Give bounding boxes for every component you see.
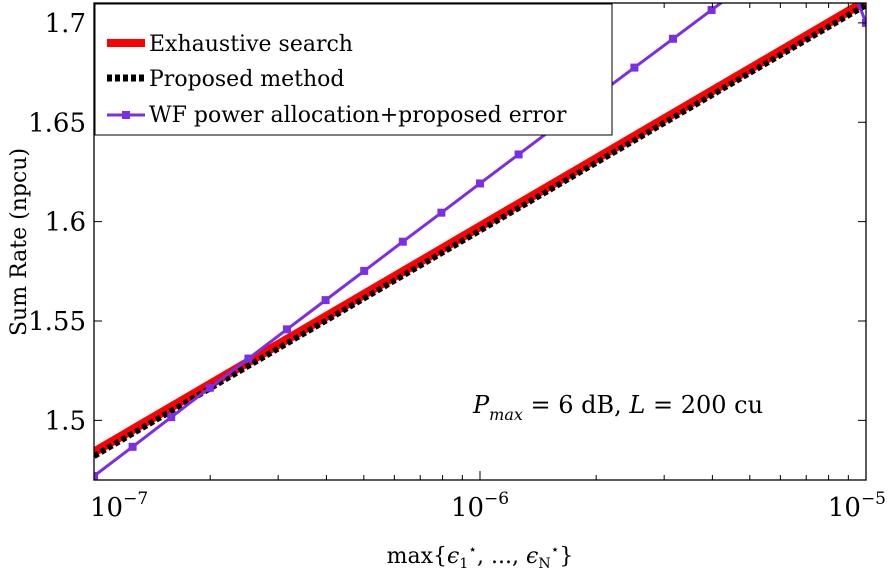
y-tick-label: 1.6: [45, 208, 86, 238]
x-tick-label: 10−5: [828, 489, 886, 523]
wf-marker: [94, 472, 98, 480]
wf-marker: [630, 63, 639, 72]
y-tick-label: 1.55: [28, 307, 86, 337]
wf-marker: [128, 442, 137, 451]
ticks-layer: 1.5 1.55 1.6 1.65 1.7 10−7 10−6 10−5: [28, 3, 886, 523]
wf-marker: [398, 237, 407, 246]
x-tick-label: 10−7: [90, 489, 148, 523]
wf-marker: [321, 296, 330, 305]
wf-marker: [668, 34, 677, 43]
wf-marker: [437, 208, 446, 217]
wf-marker: [514, 150, 523, 159]
legend-box: [94, 3, 613, 136]
series-line-proposed-method: [94, 3, 866, 459]
series-layer: [94, 3, 866, 480]
legend-label-wf-power-allocation: WF power allocation+proposed error: [149, 103, 567, 128]
legend-marker-wf-power-allocation: [122, 111, 130, 119]
wf-marker: [167, 413, 176, 422]
wf-marker: [360, 266, 369, 275]
x-tick-label: 10−6: [451, 489, 509, 523]
legend-label-exhaustive-search: Exhaustive search: [149, 32, 353, 57]
legend-label-proposed-method: Proposed method: [149, 67, 345, 92]
wf-marker: [707, 5, 716, 14]
y-tick-label: 1.65: [28, 108, 86, 138]
wf-marker: [244, 354, 253, 363]
x-axis-label: max{ϵ1⋆, ..., ϵN⋆}: [387, 542, 574, 571]
y-axis-label: Sum Rate (npcu): [7, 148, 32, 336]
wf-marker: [205, 383, 214, 392]
wf-marker: [282, 325, 291, 334]
parameter-annotation: Pmax = 6 dB, L = 200 cu: [472, 391, 763, 424]
y-tick-label: 1.5: [45, 406, 86, 436]
legend: Exhaustive search Proposed method WF pow…: [94, 3, 613, 136]
y-tick-label: 1.7: [45, 9, 86, 39]
wf-marker: [476, 179, 484, 188]
